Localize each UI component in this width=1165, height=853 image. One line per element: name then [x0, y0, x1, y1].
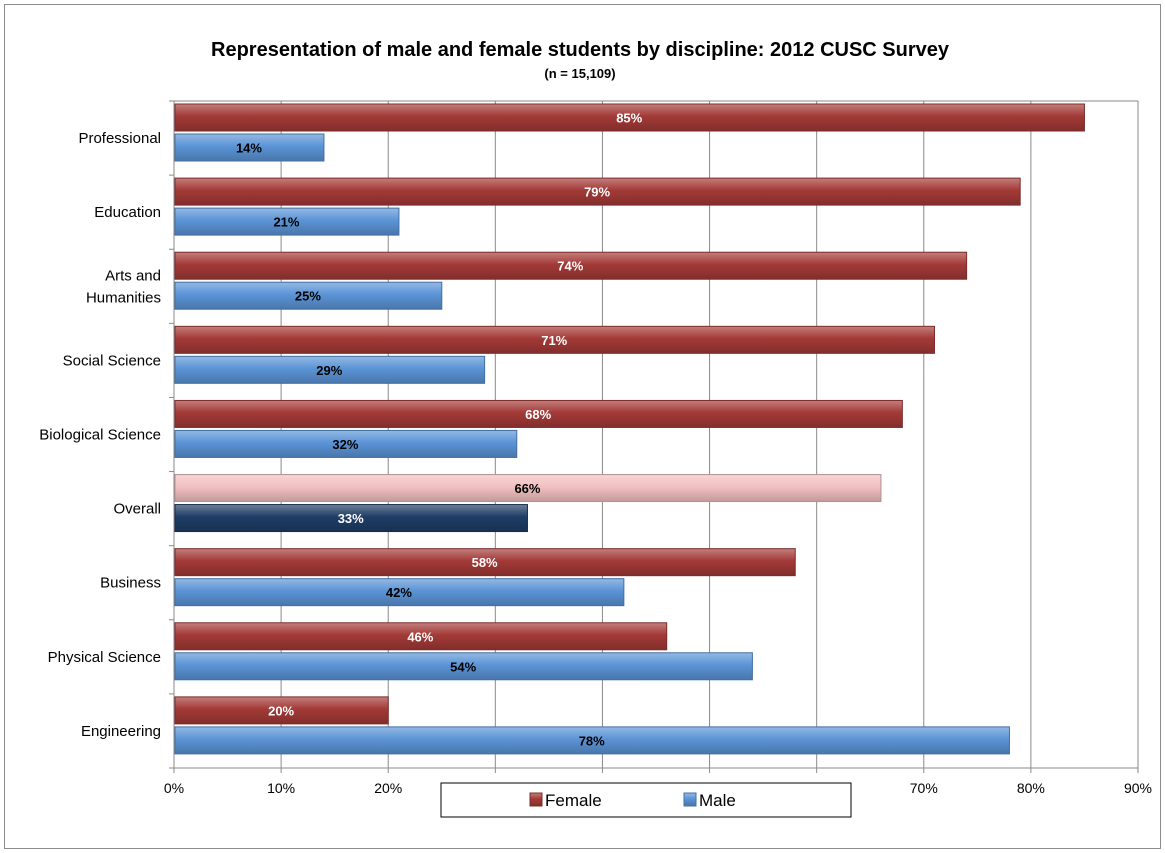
x-tick-label: 10% — [267, 780, 295, 796]
bar-male-overall — [174, 504, 528, 533]
data-label: 33% — [338, 511, 364, 526]
category-label: Physical Science — [48, 649, 161, 666]
bar-male-arts-and-humanities — [174, 281, 443, 310]
bar-male-biological-science — [174, 429, 518, 458]
category-label: Professional — [78, 130, 161, 147]
bar-male-professional — [174, 133, 325, 162]
bar-female-overall — [174, 474, 882, 503]
bar-female-physical-science — [174, 622, 668, 651]
data-label: 46% — [407, 629, 433, 644]
category-label: Engineering — [81, 723, 161, 740]
data-label: 20% — [268, 703, 294, 718]
bar-female-arts-and-humanities — [174, 251, 968, 280]
bar-female-education — [174, 177, 1021, 206]
legend: Female Male — [440, 782, 852, 818]
bar-female-business — [174, 548, 796, 577]
data-label: 78% — [579, 733, 605, 748]
bars: 85% 14% 79% 21% 74% 25% 71% 29% 68% 32% 66% 33% 58% 4… — [174, 103, 1085, 755]
legend-swatch-female — [529, 792, 543, 807]
legend-swatch-male — [683, 792, 697, 807]
data-label: 42% — [386, 585, 412, 600]
data-label: 68% — [525, 407, 551, 422]
category-label: Business — [100, 575, 161, 592]
category-label: Overall — [113, 501, 161, 518]
bar-male-physical-science — [174, 652, 753, 681]
x-tick-label: 20% — [374, 780, 402, 796]
category-label: Humanities — [86, 289, 161, 306]
bar-female-professional — [174, 103, 1085, 132]
bar-female-engineering — [174, 696, 389, 725]
legend-box — [440, 782, 852, 818]
bar-male-education — [174, 207, 400, 236]
chart-title: Representation of male and female studen… — [211, 39, 950, 61]
bar-chart: Representation of male and female studen… — [39, 39, 1152, 818]
bar-male-social-science — [174, 355, 486, 384]
data-label: 66% — [514, 481, 540, 496]
category-label: Social Science — [63, 352, 161, 369]
data-label: 71% — [541, 333, 567, 348]
category-label: Biological Science — [39, 427, 161, 444]
bar-male-business — [174, 578, 625, 607]
category-label: Arts and — [105, 267, 161, 284]
chart-subtitle: (n = 15,109) — [544, 66, 615, 81]
bar-male-engineering — [174, 726, 1010, 755]
x-tick-label: 0% — [164, 780, 184, 796]
data-label: 29% — [316, 363, 342, 378]
legend-label-female: Female — [545, 791, 602, 810]
data-label: 21% — [273, 215, 299, 230]
bar-female-social-science — [174, 325, 935, 354]
x-tick-label: 80% — [1017, 780, 1045, 796]
data-label: 74% — [557, 259, 583, 274]
data-label: 85% — [616, 111, 642, 126]
data-label: 58% — [472, 555, 498, 570]
chart-frame: Representation of male and female studen… — [4, 4, 1161, 849]
bar-female-biological-science — [174, 399, 903, 428]
x-tick-label: 70% — [910, 780, 938, 796]
data-label: 54% — [450, 659, 476, 674]
axes: 0%10%20%30%40%50%60%70%80%90%Professiona… — [39, 100, 1152, 796]
data-label: 14% — [236, 141, 262, 156]
legend-label-male: Male — [699, 791, 736, 810]
category-label: Education — [94, 204, 161, 221]
data-label: 79% — [584, 185, 610, 200]
data-label: 32% — [332, 437, 358, 452]
data-label: 25% — [295, 289, 321, 304]
x-tick-label: 90% — [1124, 780, 1152, 796]
